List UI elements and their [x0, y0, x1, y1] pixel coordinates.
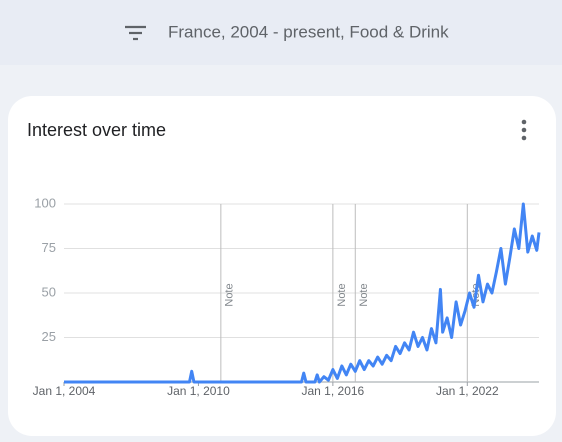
note-label: Note: [358, 283, 370, 306]
filter-icon[interactable]: [125, 25, 146, 41]
y-tick-label: 50: [42, 284, 56, 299]
y-tick-label: 25: [42, 329, 56, 344]
note-label: Note: [336, 283, 348, 306]
card: [8, 96, 556, 436]
x-tick-label: Jan 1, 2010: [167, 384, 230, 398]
x-tick-label: Jan 1, 2022: [436, 384, 499, 398]
y-tick-label: 75: [42, 240, 56, 255]
data-line: [64, 202, 541, 384]
header-bar: [0, 0, 562, 65]
plot: 25 50 75 100 Jan 1, 2004 Jan 1, 2010 Jan 1, 20…: [33, 195, 541, 398]
more-menu[interactable]: [521, 119, 527, 141]
note-label: Note: [224, 283, 236, 306]
y-tick-label: 100: [34, 195, 56, 210]
x-tick-label: Jan 1, 2004: [33, 384, 96, 398]
x-tick-label: Jan 1, 2016: [302, 384, 365, 398]
filter-text[interactable]: France, 2004 - present, Food & Drink: [168, 22, 449, 41]
card-title: Interest over time: [27, 120, 166, 140]
